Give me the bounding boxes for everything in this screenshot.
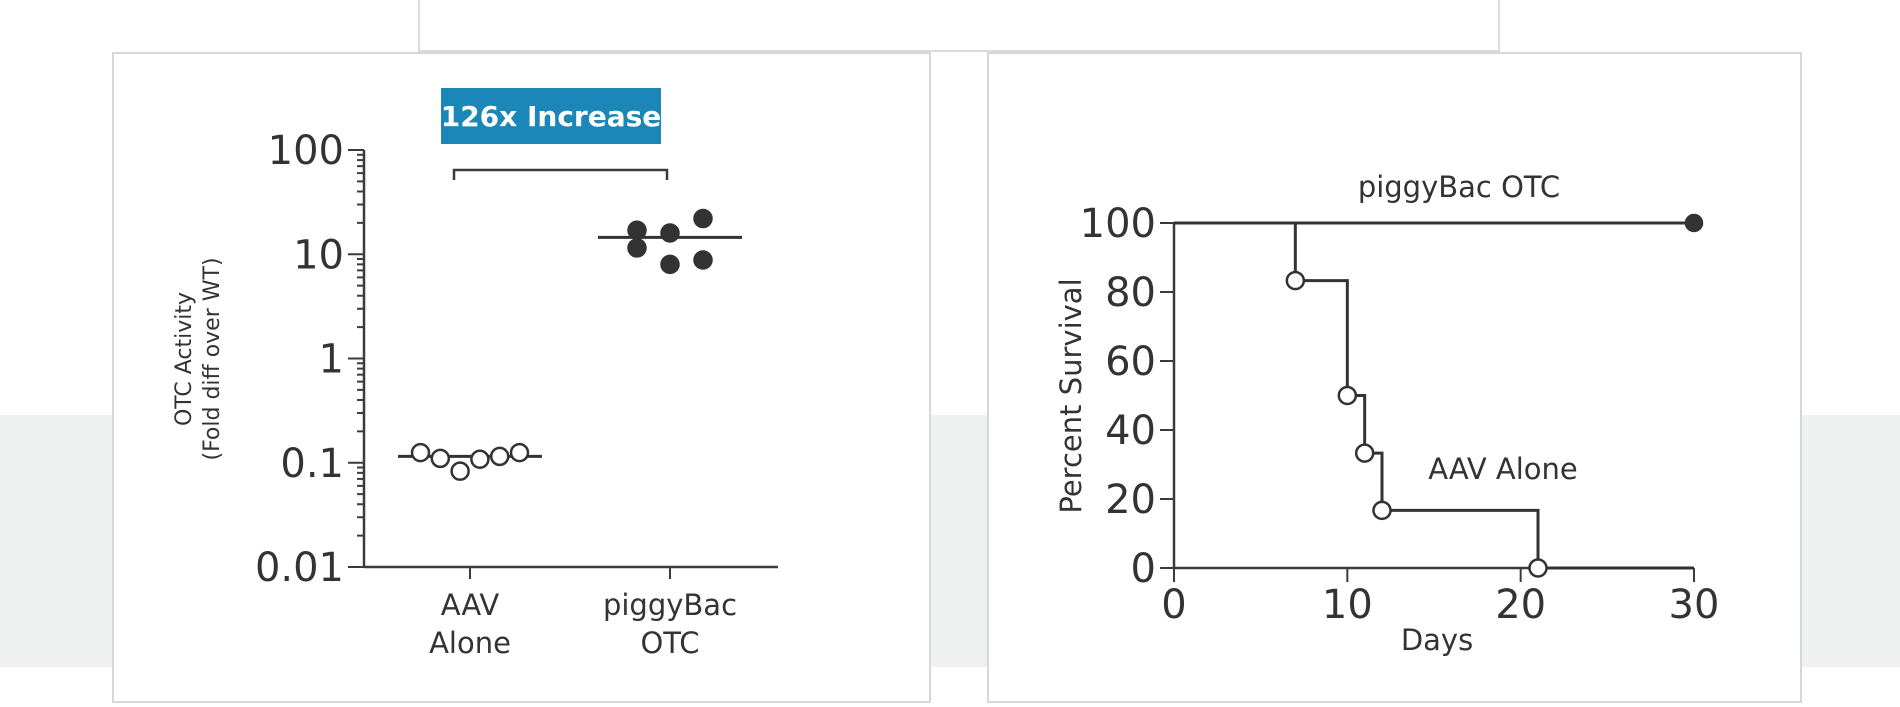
y-tick-label: 0 xyxy=(1131,546,1156,592)
open-survival-marker xyxy=(1372,500,1392,521)
right-x-tick-labels: 0 10 20 30 xyxy=(1161,582,1719,628)
series-label-piggybac: piggyBac OTC xyxy=(1358,170,1560,204)
y-tick-label: 100 xyxy=(1080,201,1156,247)
x-axis-title: Days xyxy=(1401,623,1473,657)
open-data-point xyxy=(509,442,530,463)
y-tick-label: 40 xyxy=(1105,408,1156,454)
open-data-point xyxy=(410,442,431,463)
left-axes xyxy=(362,150,778,569)
left-y-axis-title: OTC Activity (Fold diff over WT) xyxy=(172,257,225,460)
survival-panel: 100 80 60 40 20 0 0 10 20 30 Days Percen… xyxy=(987,52,1802,703)
survival-chart: 100 80 60 40 20 0 0 10 20 30 Days Percen… xyxy=(1054,170,1719,657)
y-tick-label: 60 xyxy=(1105,339,1156,385)
category-label: piggyBac xyxy=(603,588,737,622)
right-axes xyxy=(1172,223,1694,570)
otc-activity-chart: 126x Increase 100 10 1 0.1 0.01 AAV Alon… xyxy=(172,88,778,660)
y-tick-label: 0.01 xyxy=(255,545,344,591)
filled-data-point xyxy=(693,208,713,229)
x-tick-label: 10 xyxy=(1322,582,1373,628)
left-y-tick-labels: 100 10 1 0.1 0.01 xyxy=(255,128,344,591)
filled-survival-marker xyxy=(1684,213,1704,233)
filled-data-point xyxy=(693,250,713,270)
right-ticks xyxy=(1160,222,1695,582)
open-data-point xyxy=(489,446,510,467)
open-data-point xyxy=(470,449,490,470)
y-tick-label: 100 xyxy=(268,128,344,174)
open-data-point xyxy=(430,448,451,469)
right-data-marks xyxy=(1174,213,1704,578)
y-tick-label: 1 xyxy=(319,337,344,383)
y-tick-label: 80 xyxy=(1105,270,1156,316)
series-label-aav: AAV Alone xyxy=(1428,452,1578,486)
y-axis-title-line1: OTC Activity xyxy=(172,292,197,426)
open-data-point xyxy=(450,461,470,481)
open-survival-marker xyxy=(1528,558,1548,578)
category-label: Alone xyxy=(429,626,511,660)
y-tick-label: 10 xyxy=(293,232,344,278)
category-label: AAV xyxy=(441,588,500,622)
filled-data-point xyxy=(627,238,647,258)
filled-data-point xyxy=(627,220,647,240)
open-survival-marker xyxy=(1354,443,1375,463)
top-frame xyxy=(418,0,1500,52)
filled-data-point xyxy=(660,254,680,275)
otc-activity-panel: 126x Increase 100 10 1 0.1 0.01 AAV Alon… xyxy=(112,52,931,703)
comparison-bracket xyxy=(452,168,669,180)
increase-badge-label: 126x Increase xyxy=(441,100,662,133)
left-y-ticks xyxy=(348,149,671,579)
left-data-marks xyxy=(398,208,742,481)
right-y-tick-labels: 100 80 60 40 20 0 xyxy=(1080,201,1156,592)
y-tick-label: 20 xyxy=(1105,477,1156,523)
y-axis-title: Percent Survival xyxy=(1054,278,1088,513)
category-labels: AAV Alone piggyBac OTC xyxy=(429,588,737,660)
x-tick-label: 20 xyxy=(1495,582,1546,628)
filled-data-point xyxy=(660,223,680,243)
survival-curve-aav xyxy=(1174,221,1694,570)
x-tick-label: 0 xyxy=(1161,582,1186,628)
open-survival-marker xyxy=(1285,270,1306,291)
x-tick-label: 30 xyxy=(1669,582,1720,628)
y-axis-title-line2: (Fold diff over WT) xyxy=(200,257,225,460)
increase-badge xyxy=(441,88,661,144)
y-tick-label: 0.1 xyxy=(280,441,344,487)
category-label: OTC xyxy=(640,626,699,660)
open-survival-marker xyxy=(1337,385,1358,406)
